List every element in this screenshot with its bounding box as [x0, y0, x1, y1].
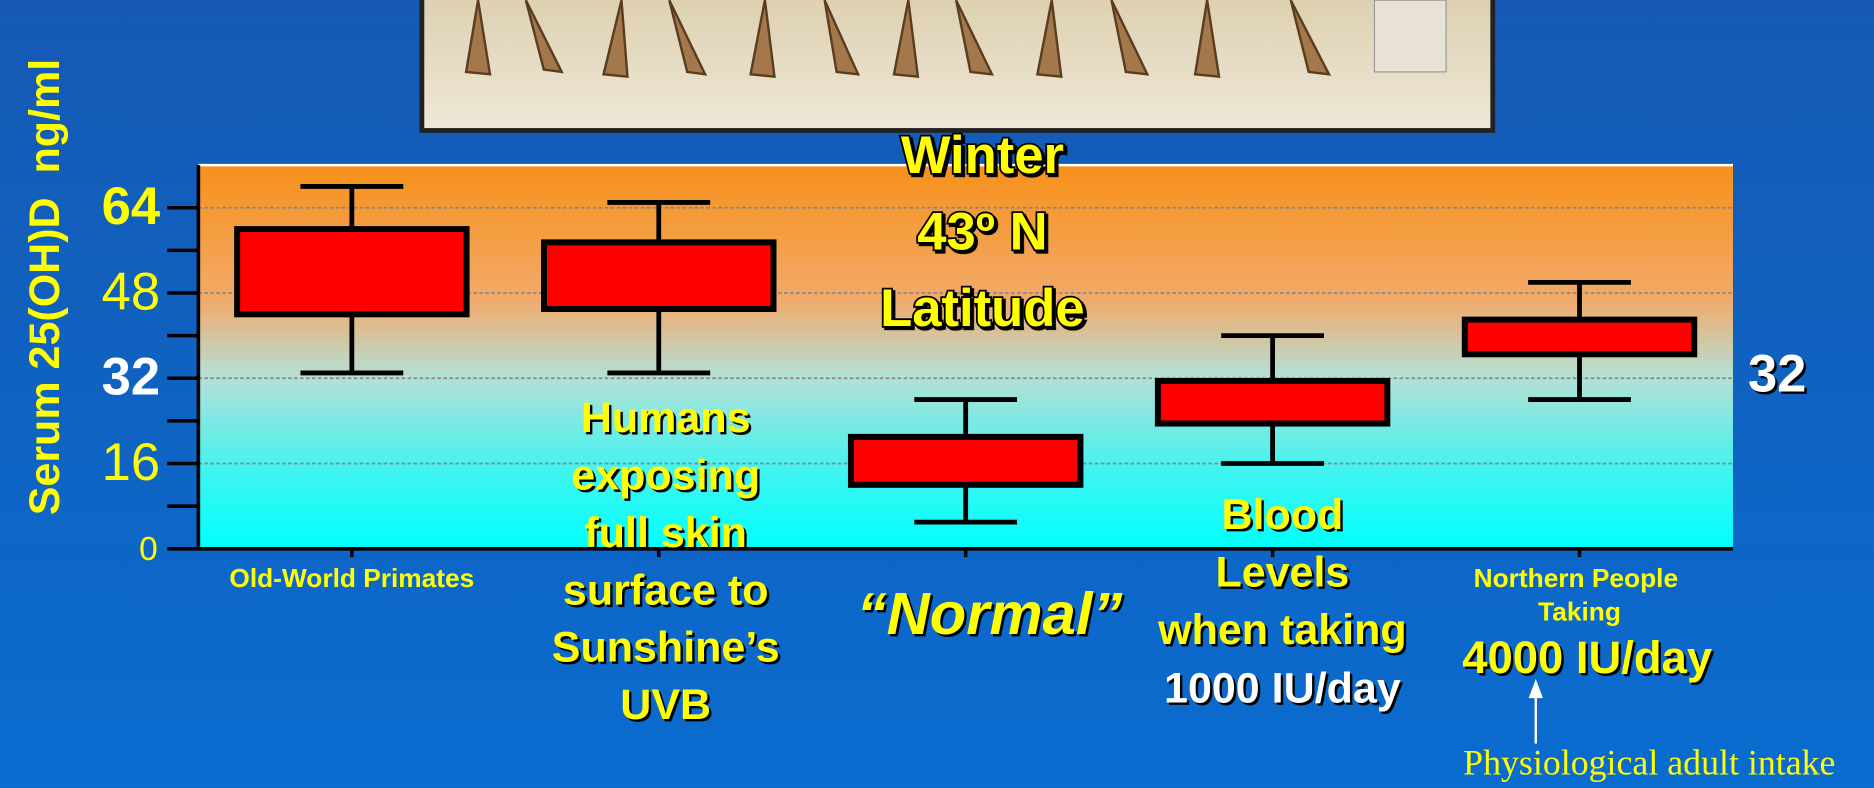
annotation: Levels	[1215, 548, 1349, 596]
annotation: Winter	[901, 126, 1064, 185]
annotation: when taking	[1157, 606, 1407, 654]
y-tick-label: 0	[139, 531, 158, 568]
page: Serum 25(OH)D ng/ml 0 16 32 48 64 Old-World P…	[0, 0, 1874, 788]
annotation: Blood	[1221, 491, 1343, 539]
annotation: full skin	[584, 509, 747, 557]
x-tick-label: Old-World Primates	[229, 563, 474, 593]
box	[544, 242, 773, 309]
annotation: Physiological adult intake	[1463, 743, 1835, 783]
y-tick-label: 64	[102, 177, 160, 236]
box	[851, 437, 1080, 485]
annotation: “Normal”	[857, 580, 1123, 647]
box	[237, 229, 466, 314]
evolution-picture	[422, 0, 1493, 130]
y-tick-label: 48	[102, 262, 160, 321]
annotation: 43º N	[917, 203, 1047, 262]
y-axis-label: Serum 25(OH)D ng/ml	[21, 59, 69, 516]
annotation: surface to	[563, 566, 769, 614]
annotation: UVB	[620, 681, 711, 729]
annotation: 32	[1748, 345, 1806, 404]
y-tick-label: 16	[102, 433, 160, 492]
annotation: 1000 IU/day	[1164, 664, 1401, 712]
annotation: Sunshine’s	[552, 624, 780, 672]
annotation: Latitude	[880, 279, 1084, 338]
annotation: 4000 IU/day	[1462, 632, 1713, 683]
box	[1465, 320, 1694, 355]
annotation: exposing	[571, 452, 760, 500]
annotation: Humans	[581, 394, 751, 442]
box	[1158, 381, 1387, 424]
slide: Serum 25(OH)D ng/ml 0 16 32 48 64 Old-World P…	[0, 0, 1874, 788]
y-tick-label: 32	[102, 348, 160, 407]
